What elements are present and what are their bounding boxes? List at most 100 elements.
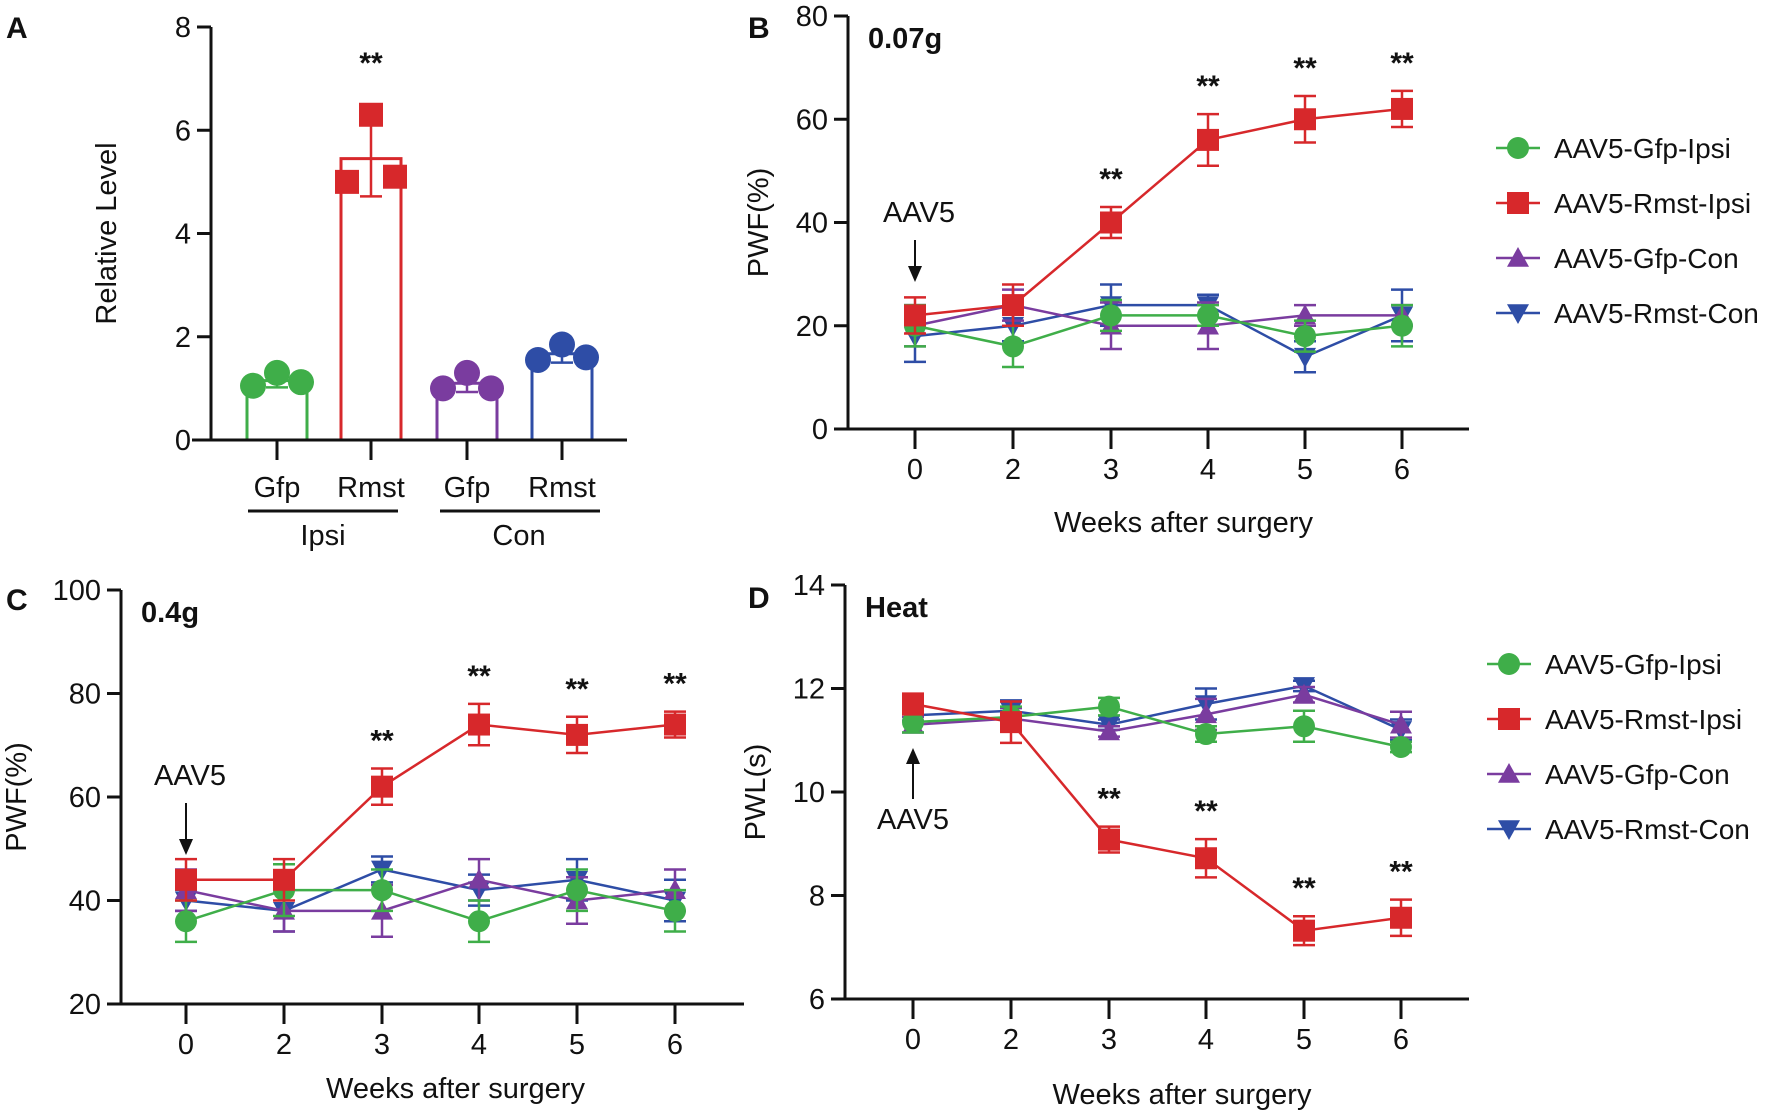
condition-label: 0.4g [141,597,199,629]
data-point [1098,828,1120,851]
x-tick-label: Rmst [337,472,405,504]
data-point [175,910,197,933]
series-line [912,705,1402,749]
y-tick-label: 2 [175,322,191,354]
series-line [914,107,1403,317]
data-point [383,164,407,189]
data-point [371,879,393,902]
data-point [1000,711,1022,734]
data-point [566,723,588,746]
x-tick-label: 6 [667,1029,683,1061]
series-rmst-con [185,868,676,913]
y-tick-label: 10 [793,777,825,809]
x-tick-label: Gfp [254,472,301,504]
arrow-down-icon [908,266,922,282]
data-point [1098,720,1120,741]
data-point [1294,108,1316,131]
x-tick-label: 4 [1200,454,1216,486]
group-label-con: Con [492,520,545,552]
y-tick-label: 100 [53,575,101,607]
data-point [468,910,490,933]
legend-entry: AAV5-Rmst-Con [1554,298,1759,329]
legend-marker [1498,820,1520,840]
panel-label-c: C [6,584,28,617]
x-tick-label: 2 [1005,454,1021,486]
data-point [1002,294,1024,317]
data-point [1391,314,1413,337]
y-tick-label: 20 [796,311,828,343]
series-line [185,868,676,913]
data-point [430,375,456,402]
data-point [664,713,686,736]
legend [1496,146,1540,315]
series-gfp-ipsi [185,888,676,923]
data-point [1195,703,1217,724]
y-axis-label: PWF(%) [743,168,775,278]
data-point [1294,325,1316,348]
legend-entry: AAV5-Rmst-Ipsi [1545,704,1742,735]
data-point [1391,97,1413,120]
x-axis-label: Weeks after surgery [326,1073,585,1105]
legend-marker [1498,653,1520,675]
significance-marker: ** [663,668,687,701]
legend-marker [1507,304,1529,324]
series-line [914,303,1402,327]
data-point [359,102,383,127]
significance-marker: ** [370,725,394,758]
data-point [1390,713,1412,734]
y-tick-label: 0 [175,425,191,457]
significance-marker: ** [1196,70,1220,103]
data-point [1293,715,1315,738]
x-tick-label: Gfp [444,472,491,504]
legend-marker [1498,763,1520,783]
data-point [549,331,575,358]
x-tick-label: 3 [374,1029,390,1061]
arrow-up-icon [906,748,920,764]
significance-marker: ** [1097,783,1121,816]
data-point [1100,211,1122,234]
x-tick-label: 4 [1198,1024,1214,1056]
series-line [914,314,1403,348]
x-tick-label: 2 [276,1029,292,1061]
data-point [478,375,504,402]
x-tick-label: 0 [178,1029,194,1061]
series-gfp-con [185,878,676,913]
series-rmst-ipsi [914,107,1403,317]
data-point [1293,683,1315,704]
panel-label-b: B [748,12,770,45]
series-rmst-ipsi [186,723,676,882]
data-point [468,713,490,736]
significance-marker: ** [1194,795,1218,828]
data-point [468,868,490,889]
y-axis-label: PWF(%) [1,742,33,852]
data-point [1293,919,1315,942]
annotation-label: AAV5 [883,197,955,229]
x-tick-label: 4 [471,1029,487,1061]
series-line [185,878,676,913]
x-tick-label: 3 [1103,454,1119,486]
legend-entry: AAV5-Rmst-Con [1545,814,1750,845]
condition-label: 0.07g [868,23,942,55]
y-tick-label: 14 [793,570,825,602]
y-tick-label: 8 [809,881,825,913]
data-point [1197,304,1219,327]
series-gfp-ipsi [914,314,1403,348]
arrow-down-icon [179,839,193,855]
y-tick-label: 40 [69,886,101,918]
significance-marker: ** [359,47,383,80]
series-line [912,702,1402,932]
y-tick-label: 60 [796,104,828,136]
x-tick-label: 0 [907,454,923,486]
data-point [1294,347,1316,368]
x-tick-label: 2 [1003,1024,1019,1056]
legend-entry: AAV5-Gfp-Ipsi [1554,133,1731,164]
annotation-label: AAV5 [877,804,949,836]
y-tick-label: 80 [69,679,101,711]
x-tick-label: 0 [905,1024,921,1056]
x-axis-label: Weeks after surgery [1053,1079,1312,1111]
x-axis-label: Weeks after surgery [1054,507,1313,539]
y-tick-label: 80 [796,1,828,33]
data-point [1002,335,1024,358]
significance-marker: ** [1389,856,1413,889]
